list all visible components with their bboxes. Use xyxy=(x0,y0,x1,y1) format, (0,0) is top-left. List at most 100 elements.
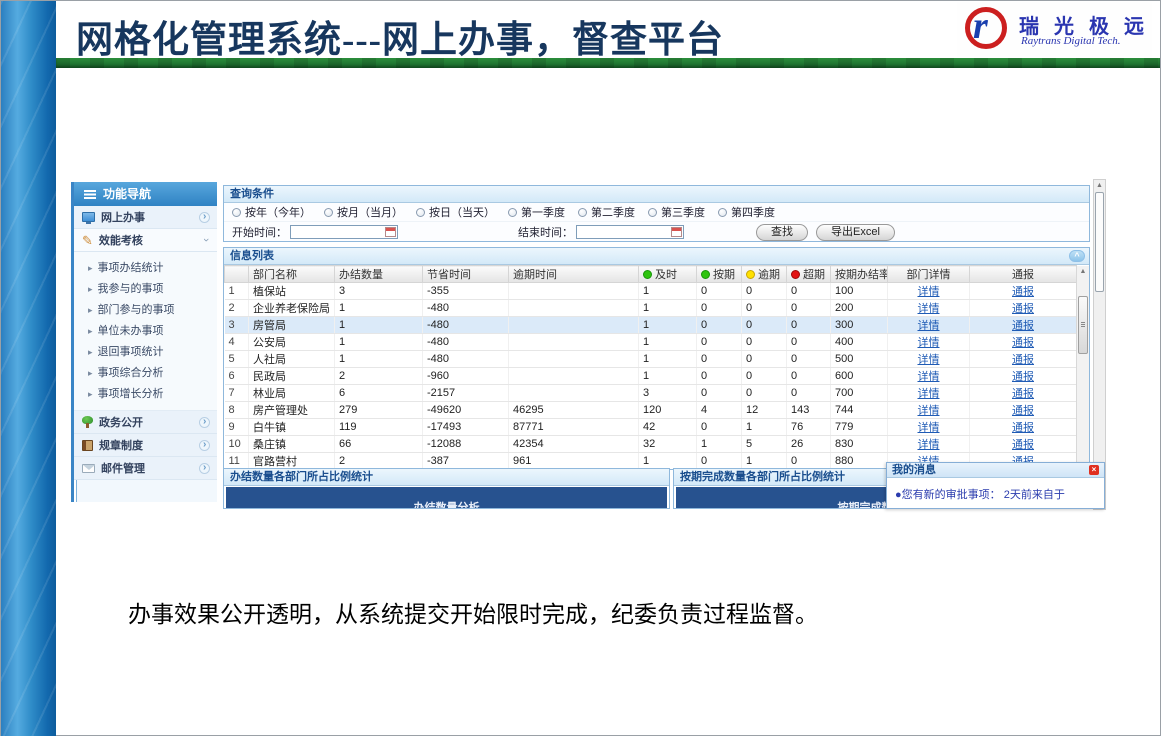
scroll-up-icon[interactable] xyxy=(1094,180,1105,191)
slide-caption: 办事效果公开透明，从系统提交开始限时完成，纪委负责过程监督。 xyxy=(128,602,818,627)
detail-link[interactable]: 详情 xyxy=(917,337,940,349)
table-row[interactable]: 6 民政局 2 -960 1 0 0 0 600 详情 通报 xyxy=(224,367,1077,385)
dept-name-cell: 官路营村 xyxy=(248,452,335,469)
sidebar-subitem[interactable]: 我参与的事项 xyxy=(74,279,217,300)
report-link[interactable]: 通报 xyxy=(1012,371,1034,383)
table-row[interactable]: 5 人社局 1 -480 1 0 0 0 500 详情 通报 xyxy=(224,350,1077,368)
page-scrollbar[interactable] xyxy=(1093,179,1106,510)
chevron-right-icon xyxy=(199,462,210,474)
export-excel-button[interactable]: 导出Excel xyxy=(816,223,895,241)
sidebar-item-performance[interactable]: ✎ 效能考核 xyxy=(74,229,217,252)
radio-option[interactable]: 第四季度 xyxy=(718,204,775,220)
radio-icon xyxy=(232,207,241,217)
scroll-up-icon[interactable] xyxy=(1077,266,1089,277)
radio-option[interactable]: 按年（今年） xyxy=(232,204,311,220)
report-link[interactable]: 通报 xyxy=(1012,439,1034,451)
sidebar-item-mail[interactable]: 邮件管理 xyxy=(74,457,217,480)
chevron-down-icon xyxy=(204,234,208,246)
sidebar-item-rules[interactable]: 规章制度 xyxy=(74,434,217,457)
report-link[interactable]: 通报 xyxy=(1012,405,1034,417)
close-icon[interactable] xyxy=(1089,465,1099,475)
dept-name-cell: 民政局 xyxy=(248,367,335,385)
report-link[interactable]: 通报 xyxy=(1012,354,1034,366)
sidebar-subitem[interactable]: 部门参与的事项 xyxy=(74,300,217,321)
sidebar-header: 功能导航 xyxy=(74,182,217,206)
collapse-panel-button[interactable] xyxy=(1069,250,1085,262)
exceeded-dot-icon xyxy=(791,270,800,279)
sidebar-item-gov-publicity[interactable]: 政务公开 xyxy=(74,411,217,434)
radio-icon xyxy=(508,207,517,217)
report-link[interactable]: 通报 xyxy=(1012,320,1034,332)
sidebar-subitem[interactable]: 事项办结统计 xyxy=(74,258,217,279)
report-link[interactable]: 通报 xyxy=(1012,303,1034,315)
detail-link[interactable]: 详情 xyxy=(917,388,940,400)
detail-link[interactable]: 详情 xyxy=(917,405,940,417)
departments-table: 部门名称 办结数量 节省时间 逾期时间 及时 按期 逾期 超期 按期办结率 部门… xyxy=(224,265,1077,469)
detail-link[interactable]: 详情 xyxy=(917,286,940,298)
radio-option[interactable]: 第一季度 xyxy=(508,204,565,220)
calendar-icon[interactable] xyxy=(385,227,396,237)
detail-link[interactable]: 详情 xyxy=(917,439,940,451)
timely-dot-icon xyxy=(643,270,652,279)
table-row[interactable]: 4 公安局 1 -480 1 0 0 0 400 详情 通报 xyxy=(224,333,1077,351)
table-row[interactable]: 7 林业局 6 -2157 3 0 0 0 700 详情 通报 xyxy=(224,384,1077,402)
col-report: 通报 xyxy=(969,265,1077,283)
chart-caption: 按期完成数量分析 xyxy=(837,502,926,508)
radio-icon xyxy=(578,207,587,217)
my-messages-header: 我的消息 xyxy=(887,463,1104,478)
sidebar-item-online-services[interactable]: 网上办事 xyxy=(74,206,217,229)
radio-option[interactable]: 第二季度 xyxy=(578,204,635,220)
col-rate: 按期办结率 xyxy=(830,265,888,283)
report-link[interactable]: 通报 xyxy=(1012,388,1034,400)
done-ratio-panel: 办结数量各部门所占比例统计 办结数量分析 xyxy=(223,468,670,509)
sidebar-subitem[interactable]: 退回事项统计 xyxy=(74,342,217,363)
table-row[interactable]: 3 房管局 1 -480 1 0 0 0 300 详情 通报 xyxy=(224,316,1077,334)
detail-link[interactable]: 详情 xyxy=(917,422,940,434)
done-ratio-title: 办结数量各部门所占比例统计 xyxy=(224,469,669,486)
dept-name-cell: 公安局 xyxy=(248,333,335,351)
dept-name-cell: 白牛镇 xyxy=(248,418,335,436)
sidebar-subitem[interactable]: 事项综合分析 xyxy=(74,363,217,384)
detail-link[interactable]: 详情 xyxy=(917,303,940,315)
info-list-title: 信息列表 xyxy=(224,248,1089,265)
detail-link[interactable]: 详情 xyxy=(917,320,940,332)
my-messages-popup: 我的消息 ●您有新的审批事项： 2天前来自于 xyxy=(886,462,1105,509)
col-exceeded: 超期 xyxy=(786,265,831,283)
tree-icon xyxy=(82,416,93,428)
table-row[interactable]: 8 房产管理处 279 -49620 46295 120 4 12 143 74… xyxy=(224,401,1077,419)
on-schedule-dot-icon xyxy=(701,270,710,279)
sidebar-subitem[interactable]: 事项增长分析 xyxy=(74,384,217,405)
end-time-input[interactable] xyxy=(576,225,684,239)
report-link[interactable]: 通报 xyxy=(1012,337,1034,349)
col-dept-name: 部门名称 xyxy=(248,265,335,283)
table-scrollbar[interactable] xyxy=(1076,266,1089,469)
radio-option[interactable]: 第三季度 xyxy=(648,204,705,220)
radio-icon xyxy=(324,207,333,217)
chart-caption: 办结数量分析 xyxy=(413,502,480,508)
radio-filter-row: 按年（今年） 按月（当月） 按日（当天） 第一季度 第二季度 xyxy=(224,203,1089,222)
calendar-icon[interactable] xyxy=(671,227,682,237)
search-button[interactable]: 查找 xyxy=(756,223,808,241)
radio-icon xyxy=(648,207,657,217)
scrollbar-thumb[interactable] xyxy=(1078,296,1088,354)
table-row[interactable]: 2 企业养老保险局 1 -480 1 0 0 0 200 详情 通报 xyxy=(224,299,1077,317)
table-row[interactable]: 1 植保站 3 -355 1 0 0 0 100 详情 通报 xyxy=(224,282,1077,300)
radio-option[interactable]: 按日（当天） xyxy=(416,204,495,220)
radio-option[interactable]: 按月（当月） xyxy=(324,204,403,220)
detail-link[interactable]: 详情 xyxy=(917,371,940,383)
report-link[interactable]: 通报 xyxy=(1012,286,1034,298)
start-time-input[interactable] xyxy=(290,225,398,239)
table-row[interactable]: 9 白牛镇 119 -17493 87771 42 0 1 76 779 详情 … xyxy=(224,418,1077,436)
table-row[interactable]: 10 桑庄镇 66 -12088 42354 32 1 5 26 830 详情 … xyxy=(224,435,1077,453)
company-logo: r 瑞 光 极 远 Raytrans Digital Tech. xyxy=(957,2,1152,57)
dept-name-cell: 植保站 xyxy=(248,282,335,300)
report-link[interactable]: 通报 xyxy=(1012,422,1034,434)
scrollbar-thumb[interactable] xyxy=(1095,192,1104,292)
table-header-row: 部门名称 办结数量 节省时间 逾期时间 及时 按期 逾期 超期 按期办结率 部门… xyxy=(224,265,1077,283)
sidebar-subitem[interactable]: 单位未办事项 xyxy=(74,321,217,342)
detail-link[interactable]: 详情 xyxy=(917,354,940,366)
col-overdue: 逾期 xyxy=(741,265,787,283)
query-panel-title: 查询条件 xyxy=(224,186,1089,203)
chevron-right-icon xyxy=(199,416,210,428)
